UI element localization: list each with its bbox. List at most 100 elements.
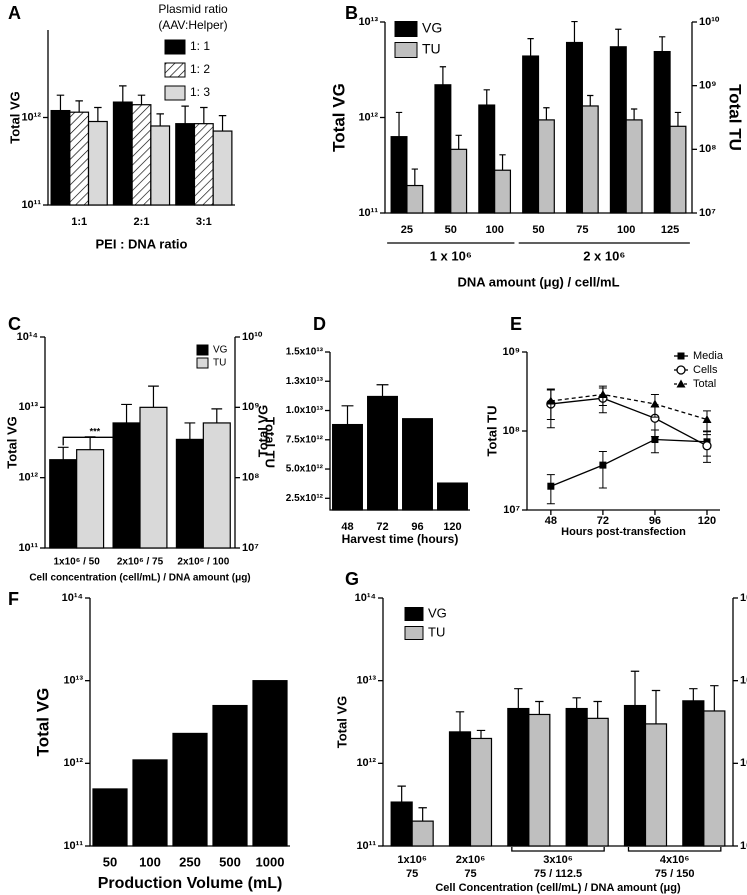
y2-tick-label: 10⁸ (242, 472, 259, 484)
legend-title: (AAV:Helper) (158, 18, 227, 32)
error-bar (376, 384, 389, 397)
bar (682, 700, 705, 847)
y-tick-label: 10⁸ (503, 425, 520, 437)
group-label: 2 x 10⁶ (583, 248, 625, 263)
y-tick-label: 1.0x10¹³ (286, 405, 324, 416)
error-bar (593, 700, 602, 719)
legend-swatch (394, 21, 418, 37)
marker (702, 414, 712, 423)
error-bar (710, 685, 719, 711)
bar (87, 120, 108, 206)
error-bar (181, 105, 189, 124)
y2-tick-label: 10¹⁰ (740, 592, 747, 604)
x-tick-label: 72 (597, 515, 609, 527)
bar (212, 130, 233, 206)
bar (411, 820, 434, 847)
error-bar (571, 20, 578, 43)
bar (478, 104, 496, 214)
x-tick-label: 48 (545, 515, 557, 527)
x-tick-label: 25 (401, 224, 413, 236)
marker (702, 441, 712, 451)
y-tick-label: 10¹¹ (21, 199, 41, 211)
x-tick-label: 50 (532, 224, 544, 236)
y2-tick-label: 10¹⁰ (242, 331, 263, 343)
x-tick-label: 1:1 (71, 216, 87, 228)
panel-label: B (345, 3, 358, 23)
y-tick-label: 10¹¹ (18, 542, 38, 554)
y-tick-label: 10¹⁴ (355, 592, 376, 604)
y-tick-label: 10¹² (356, 757, 376, 769)
group-bracket (627, 847, 722, 852)
x-tick-label: 250 (179, 854, 201, 869)
bar (623, 704, 647, 847)
x-tick-label: 500 (219, 854, 241, 869)
error-bar (572, 697, 581, 709)
x-tick-label: 2x10⁶ / 100 (177, 557, 229, 568)
x-axis-title: Harvest time (hours) (342, 532, 459, 546)
marker (676, 365, 686, 375)
x-tick-label: 1000 (256, 854, 285, 869)
legend-swatch (196, 357, 209, 369)
panel-label: A (8, 3, 21, 23)
error-bar (341, 405, 354, 425)
x-tick-label: 1x10⁶ / 50 (54, 557, 101, 568)
group-sublabel: 75 / 150 (655, 868, 695, 880)
error-bar (200, 106, 208, 124)
y-tick-label: 10¹³ (63, 675, 83, 687)
legend-swatch (404, 607, 424, 621)
bar (390, 801, 413, 847)
legend-label: TU (422, 41, 441, 57)
error-bar (119, 85, 127, 103)
bar (434, 84, 452, 214)
bar (132, 759, 168, 847)
x-axis-title: Cell concentration (cell/mL) / DNA amoun… (29, 573, 250, 584)
group-label: 4x10⁶ (660, 854, 690, 866)
x-tick-label: 72 (376, 521, 388, 533)
bar (469, 737, 493, 847)
error-bar (630, 108, 638, 120)
error-bar (674, 111, 682, 127)
marker (599, 461, 607, 469)
y-axis-title: Total VG (33, 688, 52, 757)
error-bar (630, 670, 640, 706)
annotation: *** (90, 427, 101, 437)
significance-bracket (62, 436, 128, 446)
panel-label: F (8, 589, 19, 609)
panel-label: E (510, 314, 522, 334)
marker (651, 436, 659, 444)
bar (175, 123, 196, 206)
error-bar (395, 111, 403, 137)
x-axis-title: Cell Concentration (cell/mL) / DNA amoun… (435, 882, 681, 894)
y-axis-title: Total VG (329, 83, 348, 152)
error-bar (156, 113, 164, 126)
bar (139, 406, 168, 549)
line (550, 393, 708, 421)
legend-swatch (196, 344, 209, 356)
y-tick-label: 10¹¹ (356, 840, 376, 852)
error-bar (75, 100, 83, 113)
group-sublabel: 75 (406, 868, 418, 880)
group-label: 2x10⁶ (456, 854, 486, 866)
group-sublabel: 75 (464, 868, 476, 880)
error-bar (543, 107, 550, 120)
x-tick-label: 100 (139, 854, 161, 869)
bar (494, 169, 512, 214)
y-tick-label: 10¹¹ (63, 840, 83, 852)
x-tick-label: 2x10⁶ / 75 (117, 557, 164, 568)
x-tick-label: 125 (661, 224, 679, 236)
bar (112, 101, 133, 206)
legend-label: 1: 2 (190, 62, 210, 76)
y-tick-label: 10¹³ (358, 16, 378, 28)
error-bar (418, 807, 427, 822)
bar (131, 104, 152, 206)
x-axis-title: PEI : DNA ratio (96, 236, 188, 251)
panel-label: G (345, 569, 359, 589)
error-bar (598, 451, 607, 489)
bar (703, 710, 726, 847)
bar (586, 717, 609, 847)
y-tick-label: 7.5x10¹² (286, 434, 324, 445)
legend-title: Plasmid ratio (158, 2, 228, 16)
group-label: 3x10⁶ (543, 854, 573, 866)
x-axis-title: Hours post-transfection (561, 526, 686, 538)
